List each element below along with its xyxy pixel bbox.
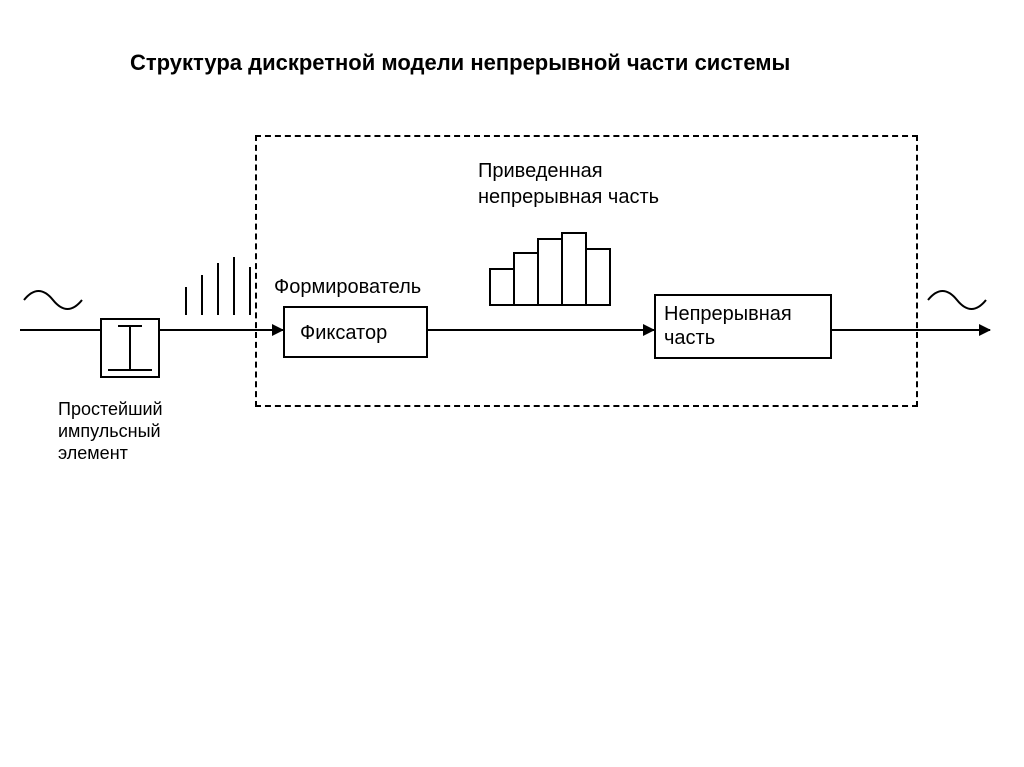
input-wave-icon: [24, 291, 82, 309]
subheading-label: Приведенная непрерывная часть: [478, 158, 659, 210]
output-wave-icon: [928, 291, 986, 309]
former-label: Формирователь: [274, 276, 421, 299]
impulse-element-caption: Простейший импульсный элемент: [58, 398, 163, 464]
impulse-element-box: [100, 318, 160, 378]
fixator-box: Фиксатор: [283, 306, 428, 358]
diagram-stage: Структура дискретной модели непрерывной …: [0, 0, 1024, 767]
diagram-title: Структура дискретной модели непрерывной …: [130, 50, 790, 76]
continuous-part-label: Непрерывная часть: [664, 302, 792, 350]
fixator-label: Фиксатор: [300, 322, 387, 345]
continuous-part-box: Непрерывная часть: [654, 294, 832, 359]
